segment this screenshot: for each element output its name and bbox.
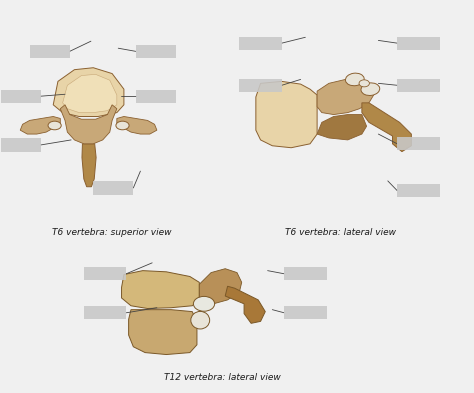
Polygon shape [317, 114, 366, 140]
Bar [397, 79, 439, 92]
Ellipse shape [359, 80, 369, 87]
Text: T12 vertebra: lateral view: T12 vertebra: lateral view [164, 373, 281, 382]
Bar [1, 90, 40, 103]
Bar [84, 306, 126, 320]
Ellipse shape [193, 296, 215, 311]
Bar [284, 267, 327, 280]
Ellipse shape [116, 121, 129, 130]
Polygon shape [256, 81, 317, 148]
Ellipse shape [48, 121, 61, 130]
Polygon shape [362, 103, 411, 152]
Polygon shape [317, 79, 374, 114]
Bar [93, 181, 133, 195]
Polygon shape [60, 105, 117, 144]
Bar [136, 45, 176, 58]
Bar [136, 90, 176, 103]
Polygon shape [121, 271, 199, 309]
Text: T6 vertebra: lateral view: T6 vertebra: lateral view [285, 228, 396, 237]
Bar [30, 45, 70, 58]
Polygon shape [225, 286, 265, 323]
Ellipse shape [346, 73, 364, 86]
Text: T6 vertebra: superior view: T6 vertebra: superior view [52, 228, 172, 237]
Polygon shape [117, 116, 157, 134]
Bar [1, 138, 40, 152]
Ellipse shape [361, 83, 380, 95]
Bar [239, 79, 282, 92]
Ellipse shape [191, 311, 210, 329]
Polygon shape [20, 116, 60, 134]
Bar [397, 37, 439, 50]
Polygon shape [199, 269, 242, 304]
Polygon shape [53, 68, 124, 116]
Polygon shape [82, 144, 96, 187]
Bar [84, 267, 126, 280]
Bar [284, 306, 327, 320]
Polygon shape [63, 74, 117, 113]
Polygon shape [128, 310, 197, 354]
Bar [397, 184, 439, 197]
Bar [239, 37, 282, 50]
Bar [397, 137, 439, 151]
